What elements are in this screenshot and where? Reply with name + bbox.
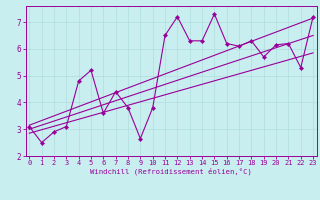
X-axis label: Windchill (Refroidissement éolien,°C): Windchill (Refroidissement éolien,°C) — [90, 168, 252, 175]
